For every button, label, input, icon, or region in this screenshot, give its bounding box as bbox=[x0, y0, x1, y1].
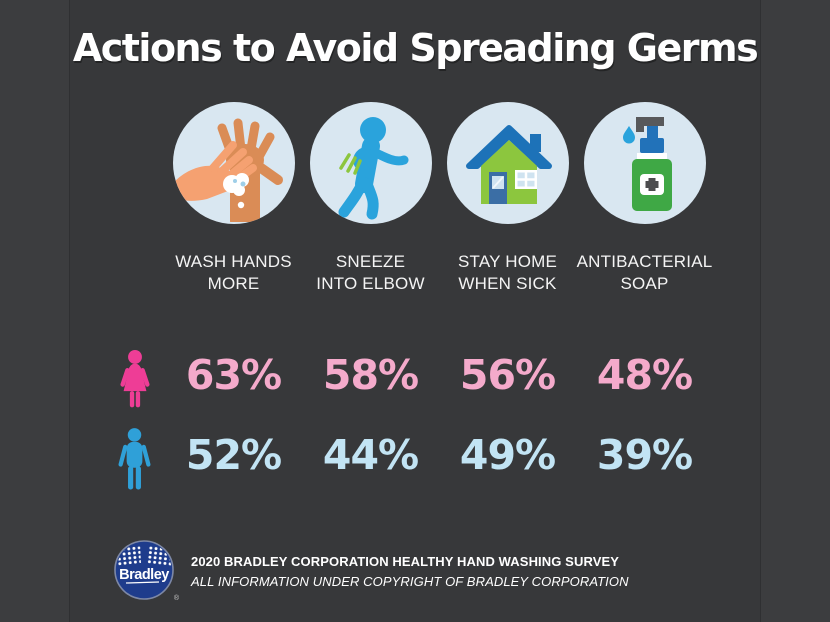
percent-value-men: 52% bbox=[185, 431, 282, 480]
column-label: ANTIBACTERIAL SOAP bbox=[576, 252, 713, 294]
percent-value-women: 63% bbox=[185, 351, 282, 400]
column-soap bbox=[576, 102, 713, 224]
sneeze-into-elbow-icon bbox=[310, 102, 432, 224]
column-wash-hands bbox=[165, 102, 302, 224]
antibacterial-soap-icon bbox=[584, 102, 706, 224]
percent-value-men: 44% bbox=[322, 431, 419, 480]
icons-row bbox=[165, 102, 760, 224]
male-figure-icon bbox=[116, 426, 153, 507]
column-sneeze bbox=[302, 102, 439, 224]
copyright-notice: ALL INFORMATION UNDER COPYRIGHT OF BRADL… bbox=[191, 573, 629, 589]
page-title: Actions to Avoid Spreading Germs bbox=[72, 26, 759, 70]
percent-value-men: 39% bbox=[596, 431, 693, 480]
footer: Bradley ® 2020 BRADLEY CORPORATION HEALT… bbox=[112, 538, 629, 604]
column-label: WASH HANDS MORE bbox=[175, 252, 292, 294]
bradley-logo-text: Bradley bbox=[119, 567, 169, 583]
wash-hands-icon bbox=[172, 102, 295, 224]
men-row: 52% 44% 49% 39% bbox=[165, 418, 760, 492]
stay-home-icon bbox=[447, 102, 569, 224]
icon-circle bbox=[309, 102, 432, 224]
percent-value-men: 49% bbox=[459, 431, 556, 480]
infographic-card: Actions to Avoid Spreading Germs bbox=[69, 0, 761, 622]
footer-text: 2020 BRADLEY CORPORATION HEALTHY HAND WA… bbox=[191, 554, 629, 589]
women-row: 63% 58% 56% 48% bbox=[165, 338, 760, 412]
icon-circle bbox=[172, 102, 295, 224]
icon-circle bbox=[583, 102, 706, 224]
registered-mark: ® bbox=[173, 595, 179, 602]
column-stay-home bbox=[439, 102, 576, 224]
column-label: STAY HOME WHEN SICK bbox=[457, 252, 558, 294]
female-figure-icon bbox=[116, 349, 154, 424]
percent-value-women: 56% bbox=[459, 351, 556, 400]
labels-row: WASH HANDS MORE SNEEZE INTO ELBOW STAY H… bbox=[165, 251, 760, 295]
percent-value-women: 48% bbox=[596, 351, 693, 400]
icon-circle bbox=[446, 102, 569, 224]
column-label: SNEEZE INTO ELBOW bbox=[316, 252, 425, 294]
survey-title: 2020 BRADLEY CORPORATION HEALTHY HAND WA… bbox=[191, 553, 620, 569]
percent-value-women: 58% bbox=[322, 351, 419, 400]
bradley-logo: Bradley ® bbox=[112, 538, 179, 604]
